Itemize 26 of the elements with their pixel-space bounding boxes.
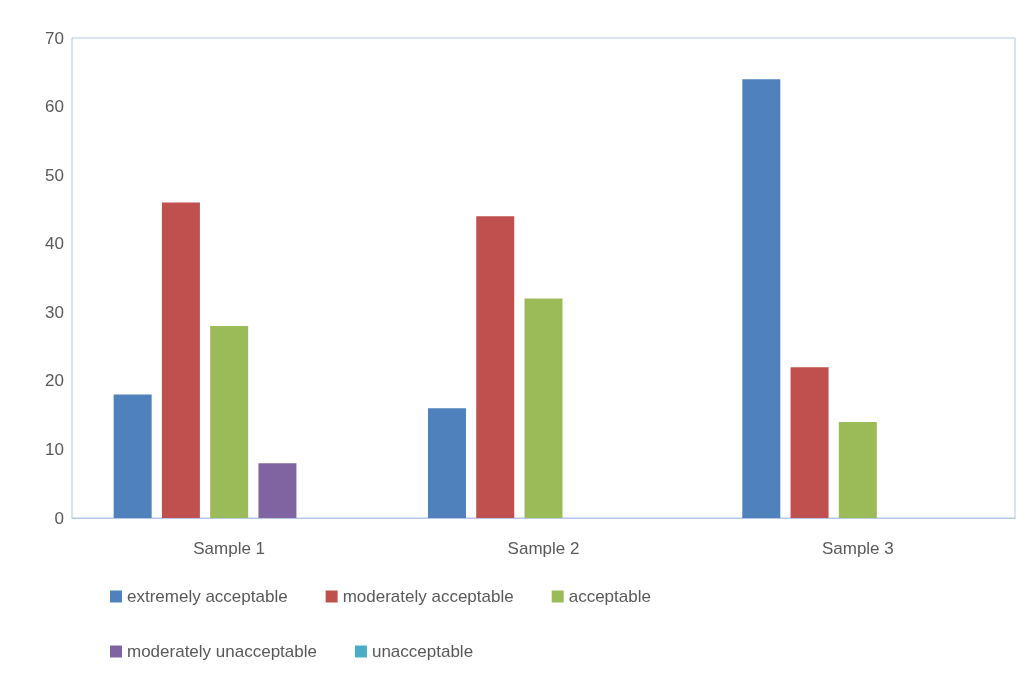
y-tick-label: 10 — [45, 439, 64, 459]
y-tick-label: 50 — [45, 165, 64, 185]
legend-label: unacceptable — [371, 642, 474, 661]
bar — [742, 79, 781, 518]
bar — [790, 367, 829, 518]
bar — [258, 463, 297, 518]
legend-label: extremely acceptable — [127, 587, 288, 606]
x-tick-label: Sample 3 — [821, 539, 894, 558]
bar — [838, 422, 877, 518]
y-tick-label: 60 — [45, 97, 64, 117]
bar — [210, 326, 249, 518]
bar — [476, 216, 515, 518]
x-tick-label: Sample 2 — [507, 539, 580, 558]
bar — [161, 202, 200, 518]
x-tick-label: Sample 1 — [193, 539, 266, 558]
bar — [524, 298, 563, 518]
bar — [427, 408, 466, 518]
y-tick-label: 30 — [45, 302, 64, 322]
y-tick-label: 20 — [45, 371, 64, 391]
y-tick-label: 70 — [45, 28, 64, 48]
bar — [113, 394, 152, 518]
legend-label: moderately acceptable — [342, 587, 514, 606]
legend-label: acceptable — [568, 587, 651, 606]
legend-label: moderately unacceptable — [127, 642, 317, 661]
y-tick-label: 40 — [45, 234, 64, 254]
y-tick-label: 0 — [54, 508, 64, 528]
